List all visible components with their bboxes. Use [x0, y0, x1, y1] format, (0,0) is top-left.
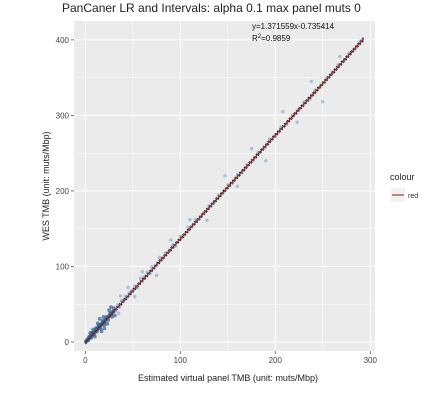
data-point	[102, 322, 107, 327]
data-point	[112, 313, 117, 318]
data-point	[88, 330, 93, 335]
data-point	[138, 276, 143, 280]
data-point	[116, 311, 121, 315]
interval-bound-line	[85, 37, 364, 342]
data-point	[145, 270, 149, 274]
data-point	[309, 79, 314, 84]
data-point	[295, 120, 299, 124]
y-tick-label: 0	[65, 338, 70, 347]
interval-bound-line	[85, 40, 364, 345]
data-point	[109, 305, 113, 310]
data-point	[154, 273, 159, 278]
r-squared-value: =0.9859	[261, 34, 291, 43]
y-tick-label: 400	[56, 36, 70, 45]
data-point	[150, 265, 154, 269]
data-point	[118, 294, 123, 298]
data-point	[188, 217, 192, 222]
chart-title: PanCaner LR and Intervals: alpha 0.1 max…	[62, 1, 361, 15]
legend: colour red	[390, 172, 418, 202]
regression-line	[84, 38, 365, 343]
data-point	[264, 159, 268, 163]
data-point	[111, 306, 116, 311]
data-point	[86, 338, 91, 343]
interval-band	[85, 37, 364, 345]
data-point	[102, 326, 107, 331]
data-point	[126, 285, 130, 290]
data-point	[95, 321, 100, 326]
legend-title: colour	[390, 172, 415, 182]
data-point	[93, 326, 98, 331]
x-tick-label: 0	[83, 356, 88, 365]
data-point	[267, 137, 272, 141]
y-tick-label: 300	[56, 111, 70, 120]
x-tick-label: 100	[174, 356, 188, 365]
data-point	[97, 317, 102, 321]
data-point	[223, 174, 227, 178]
data-point	[186, 225, 190, 230]
x-axis: 0 100 200 300	[83, 351, 377, 365]
legend-entry-red: red	[408, 193, 418, 200]
data-point	[178, 234, 183, 238]
x-tick-label: 300	[364, 356, 378, 365]
data-point	[92, 334, 97, 339]
data-point	[205, 218, 209, 223]
data-point	[105, 321, 110, 326]
y-tick-label: 200	[56, 187, 70, 196]
data-point	[100, 318, 105, 323]
r-squared-superscript: 2	[258, 34, 262, 40]
data-point	[99, 329, 104, 334]
fit-equation: y=1.371559x-0.735414	[252, 22, 335, 31]
y-axis-label: WES TMB (unit: muts/Mbp)	[41, 131, 51, 240]
data-point	[330, 70, 334, 74]
data-point	[107, 308, 112, 313]
data-point	[91, 327, 95, 332]
r-squared: R2=0.9859	[252, 34, 291, 43]
x-tick-label: 200	[269, 356, 283, 365]
y-axis: 0 100 200 300 400	[56, 36, 74, 347]
data-point	[101, 315, 106, 319]
data-point	[169, 238, 173, 242]
plot-panel	[74, 21, 375, 351]
y-tick-label: 100	[56, 262, 70, 271]
data-point	[321, 100, 325, 104]
data-point	[193, 217, 198, 222]
x-axis-label: Estimated virtual panel TMB (unit: muts/…	[138, 373, 318, 383]
data-point	[133, 294, 137, 299]
data-point	[157, 255, 162, 260]
data-point	[281, 109, 285, 114]
data-point	[235, 184, 240, 189]
data-point	[140, 270, 145, 274]
data-point	[110, 314, 114, 319]
data-point	[338, 54, 342, 59]
data-point	[249, 146, 254, 151]
r-squared-symbol: R	[252, 34, 258, 43]
